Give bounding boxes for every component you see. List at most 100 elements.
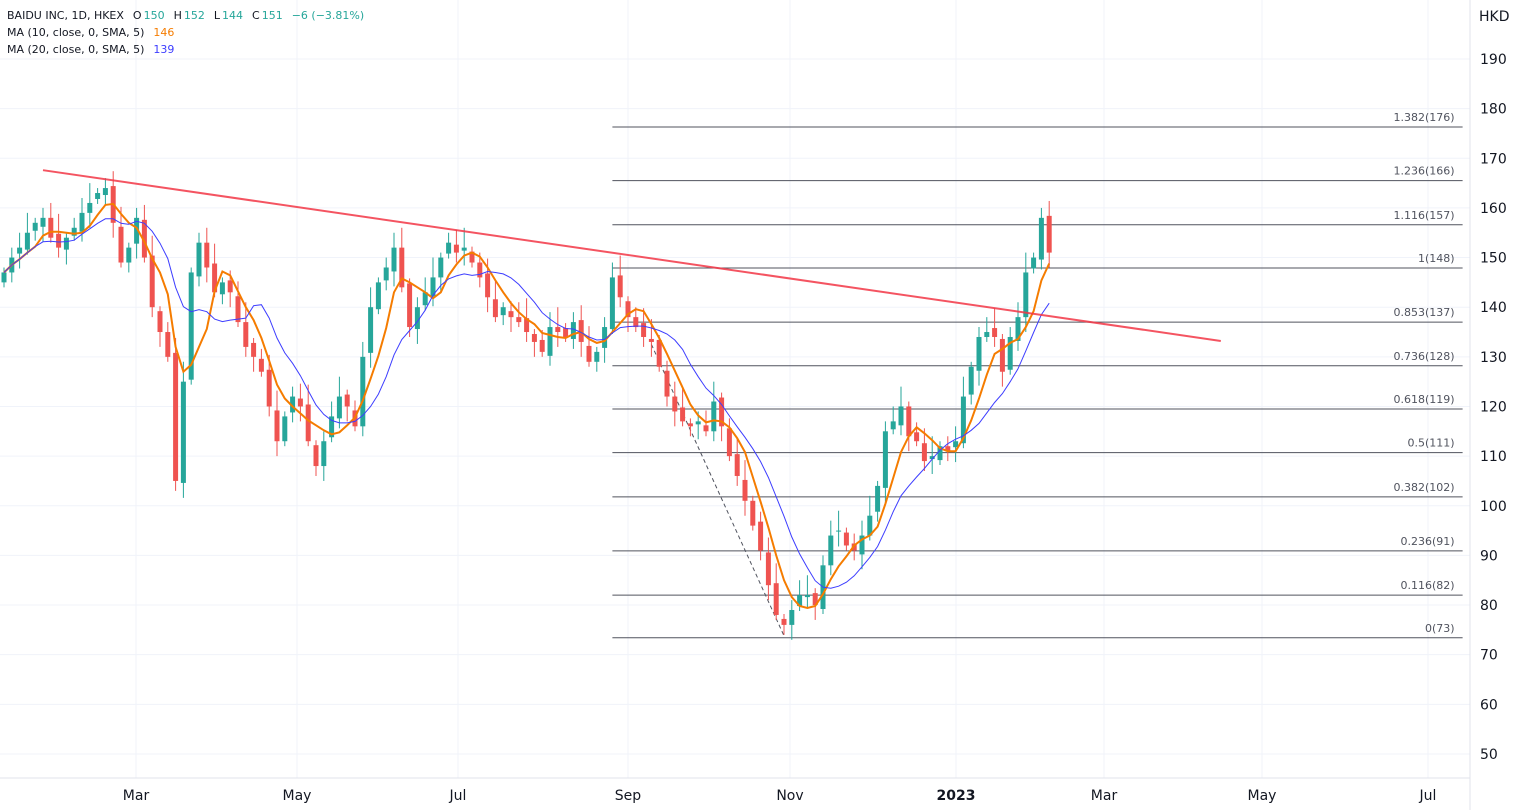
currency-label: HKD bbox=[1479, 9, 1510, 25]
candle-up bbox=[196, 242, 202, 277]
candle-up bbox=[875, 485, 881, 512]
price-tick-label: 140 bbox=[1480, 300, 1507, 316]
candle-up bbox=[430, 277, 436, 297]
candle-up bbox=[383, 267, 389, 281]
candle-up bbox=[828, 535, 834, 566]
candle-down bbox=[243, 322, 249, 347]
ma10-legend-row[interactable]: MA (10, close, 0, SMA, 5) 146 bbox=[7, 24, 366, 41]
candle-down bbox=[492, 299, 498, 318]
candle-up bbox=[321, 441, 327, 467]
ma-20-line bbox=[3, 218, 1050, 589]
candle-down bbox=[204, 242, 210, 268]
candle-down bbox=[641, 323, 647, 337]
candle-up bbox=[87, 202, 93, 213]
time-tick-label: Mar bbox=[1091, 788, 1118, 804]
moving-averages bbox=[3, 202, 1051, 610]
fib-level-label: 1.116(157) bbox=[1394, 209, 1455, 222]
candle-up bbox=[329, 416, 335, 438]
candle-up bbox=[40, 217, 46, 227]
open-label: O bbox=[132, 9, 142, 22]
fib-level-label: 0.5(111) bbox=[1408, 437, 1455, 450]
time-tick-label: Mar bbox=[123, 788, 150, 804]
candle-down bbox=[555, 327, 561, 333]
candle-up bbox=[789, 610, 795, 625]
candle-up bbox=[1038, 217, 1044, 260]
candle-down bbox=[750, 500, 756, 526]
candle-up bbox=[1031, 257, 1037, 269]
candle-down bbox=[297, 398, 303, 407]
candle-down bbox=[485, 273, 491, 298]
candle-up bbox=[438, 257, 444, 278]
candle-down bbox=[719, 397, 725, 427]
price-tick-label: 110 bbox=[1480, 449, 1507, 465]
candle-down bbox=[703, 425, 709, 432]
fib-level-label: 0.382(102) bbox=[1394, 481, 1455, 494]
candle-down bbox=[672, 396, 678, 412]
candle-up bbox=[711, 401, 717, 432]
candle-down bbox=[56, 233, 62, 248]
grid bbox=[0, 0, 1471, 810]
candle-up bbox=[188, 272, 194, 380]
candle-up bbox=[882, 431, 888, 488]
candle-down bbox=[625, 301, 631, 318]
candle-down bbox=[734, 454, 740, 476]
candle-up bbox=[282, 416, 288, 442]
fib-retracement[interactable]: 1.382(176) 1.236(166) 1.116(157) 1(148) 0.85… bbox=[612, 111, 1463, 639]
candle-up bbox=[32, 222, 38, 231]
candle-up bbox=[937, 446, 943, 461]
price-tick-label: 80 bbox=[1480, 598, 1498, 614]
ma20-legend-row[interactable]: MA (20, close, 0, SMA, 5) 139 bbox=[7, 41, 366, 58]
time-axis[interactable]: Mar May Jul Sep Nov 2023 Mar May Jul bbox=[123, 788, 1437, 804]
candle-down bbox=[680, 407, 686, 422]
time-tick-label: Jul bbox=[1419, 788, 1437, 804]
candle-down bbox=[812, 593, 818, 606]
candle-down bbox=[906, 406, 912, 437]
candle-down bbox=[235, 296, 241, 323]
candle-up bbox=[797, 595, 803, 607]
candle-up bbox=[290, 396, 296, 413]
price-tick-label: 150 bbox=[1480, 251, 1507, 267]
candle-up bbox=[134, 217, 140, 244]
candle-down bbox=[141, 219, 147, 258]
candle-up bbox=[547, 327, 553, 356]
candle-up bbox=[976, 336, 982, 371]
ma20-label: MA (20, close, 0, SMA, 5) bbox=[7, 43, 145, 56]
price-tick-label: 100 bbox=[1480, 499, 1507, 515]
candle-up bbox=[95, 193, 101, 199]
candle-down bbox=[633, 317, 639, 328]
low-label: L bbox=[213, 9, 221, 22]
time-tick-label: May bbox=[1248, 788, 1277, 804]
candle-down bbox=[843, 532, 849, 546]
candle-up bbox=[391, 247, 397, 272]
price-tick-label: 70 bbox=[1480, 648, 1498, 664]
candle-up bbox=[414, 307, 420, 330]
candle-up bbox=[360, 356, 366, 427]
fib-level-label: 0.116(82) bbox=[1401, 579, 1455, 592]
fib-level-label: 0.618(119) bbox=[1394, 393, 1455, 406]
candle-down bbox=[773, 583, 779, 615]
price-tick-label: 160 bbox=[1480, 201, 1507, 217]
candle-up bbox=[1023, 272, 1029, 318]
price-axis[interactable]: 50 60 70 80 90 100 110 120 130 140 150 160 170 180 190… bbox=[1479, 9, 1510, 763]
candle-down bbox=[407, 283, 413, 328]
trendline-segment bbox=[42, 169, 1221, 342]
symbol-legend-row[interactable]: BAIDU INC, 1D, HKEX O 150 H 152 L 144 C 151 … bbox=[7, 7, 366, 24]
candle-up bbox=[24, 232, 30, 250]
candle-down bbox=[726, 428, 732, 457]
candle-up bbox=[375, 282, 381, 310]
candle-down bbox=[921, 443, 927, 462]
fib-level-label: 1(148) bbox=[1418, 252, 1455, 265]
candle-down bbox=[914, 432, 920, 442]
candle-down bbox=[48, 217, 54, 238]
candle-down bbox=[227, 280, 233, 293]
candle-down bbox=[266, 369, 272, 407]
candle-down bbox=[258, 358, 264, 372]
price-tick-label: 120 bbox=[1480, 399, 1507, 415]
high-value: 152 bbox=[183, 9, 205, 22]
candle-down bbox=[508, 311, 514, 318]
candle-down bbox=[173, 352, 179, 481]
candle-up bbox=[368, 307, 374, 353]
trendline[interactable] bbox=[42, 169, 1221, 342]
fib-level-label: 1.236(166) bbox=[1394, 165, 1455, 178]
